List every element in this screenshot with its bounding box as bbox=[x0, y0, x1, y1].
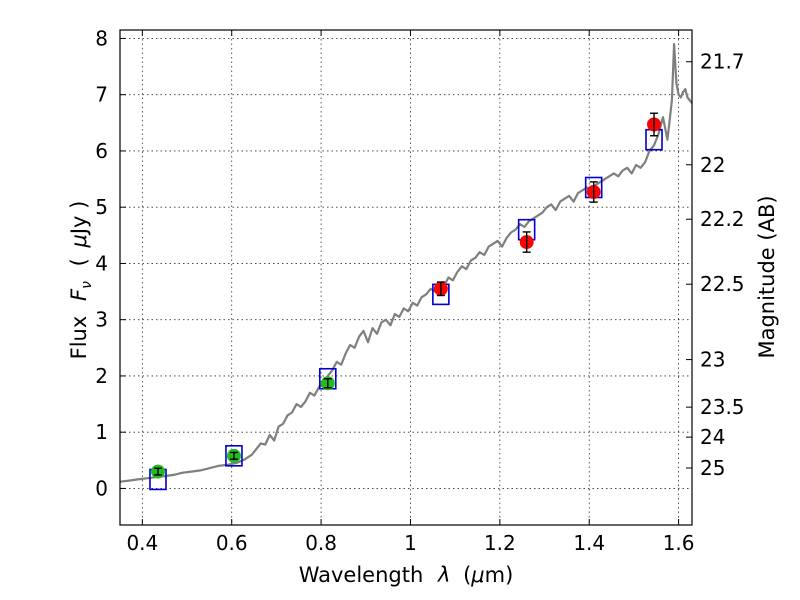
y-axis-label-open: ( bbox=[67, 258, 91, 266]
y-axis-label-sub: ν bbox=[79, 281, 95, 289]
mag-tick-label: 21.7 bbox=[700, 50, 745, 74]
y-axis-label: Flux Fν ( μJy ) bbox=[67, 201, 96, 360]
model-photometry-point bbox=[225, 445, 243, 467]
mag-tick-label: 22.2 bbox=[700, 207, 745, 231]
x-tick-label: 0.4 bbox=[126, 531, 158, 555]
y-tick-label: 6 bbox=[95, 139, 108, 163]
x-axis-label: Wavelength λ (μm) bbox=[299, 563, 514, 587]
y-tick-label: 8 bbox=[95, 26, 108, 50]
y-tick-label: 2 bbox=[95, 364, 108, 388]
y-tick-label: 3 bbox=[95, 308, 108, 332]
y-axis-label-symbol: F bbox=[67, 288, 91, 301]
x-axis-label-symbol: λ bbox=[437, 563, 450, 587]
plot-frame bbox=[119, 29, 693, 526]
x-tick-label: 0.6 bbox=[216, 531, 248, 555]
y-tick-label: 7 bbox=[95, 83, 108, 107]
x-tick-label: 1.4 bbox=[573, 531, 605, 555]
mag-tick-label: 22.5 bbox=[700, 272, 745, 296]
y-tick-label: 0 bbox=[95, 476, 108, 500]
x-axis-label-text: Wavelength bbox=[299, 563, 424, 587]
y-tick-label: 4 bbox=[95, 251, 108, 275]
y-tick-label: 5 bbox=[95, 195, 108, 219]
x-tick-label: 0.8 bbox=[305, 531, 337, 555]
y-tick-label: 1 bbox=[95, 420, 108, 444]
spectrum-line bbox=[119, 43, 693, 483]
grid-layer bbox=[120, 30, 692, 525]
x-tick-label: 1.6 bbox=[663, 531, 695, 555]
x-axis-label-unit: m) bbox=[485, 563, 514, 587]
mag-tick-label: 23 bbox=[700, 348, 725, 372]
mag-tick-label: 25 bbox=[700, 456, 725, 480]
y-axis-label-mu: μ bbox=[67, 234, 91, 248]
mag-tick-label: 22 bbox=[700, 153, 725, 177]
x-tick-label: 1 bbox=[404, 531, 417, 555]
x-axis-label-mu: μ bbox=[470, 563, 484, 587]
mag-tick-label: 23.5 bbox=[700, 395, 745, 419]
tick-layer: 0.4 0.6 0.8 1 1.2 1.4 1.601234567821.72222.222… bbox=[95, 26, 744, 555]
x-axis-label-open: ( bbox=[463, 563, 471, 587]
y-axis-label-text: Flux bbox=[67, 316, 91, 360]
mag-tick-label: 24 bbox=[700, 425, 725, 449]
x-tick-label: 1.2 bbox=[484, 531, 516, 555]
series-layer bbox=[119, 43, 693, 491]
y-axis-label-unit: Jy ) bbox=[67, 201, 91, 237]
y2-axis-label: Magnitude (AB) bbox=[755, 195, 779, 358]
